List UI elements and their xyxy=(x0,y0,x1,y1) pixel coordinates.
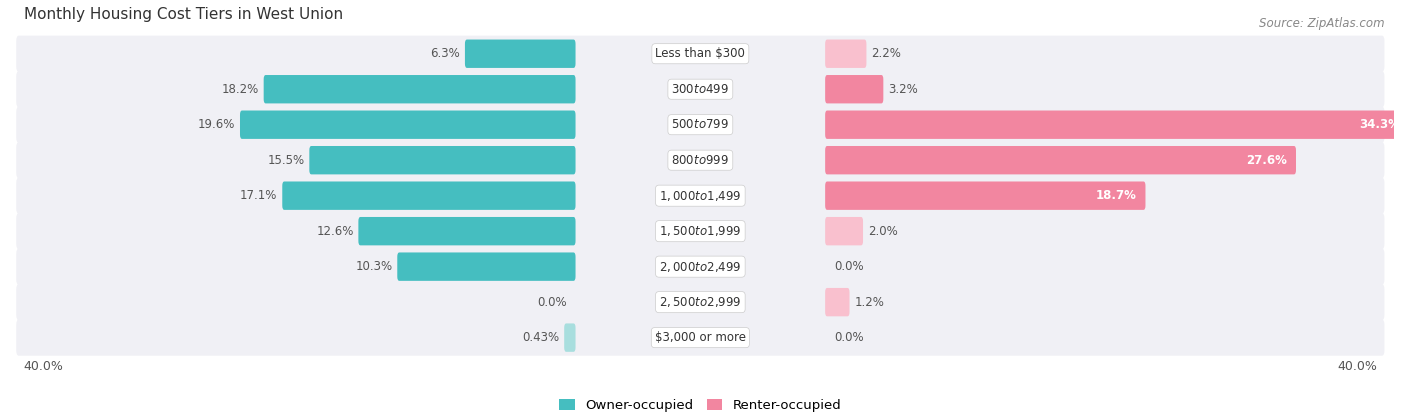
Text: 34.3%: 34.3% xyxy=(1360,118,1400,131)
Text: Monthly Housing Cost Tiers in West Union: Monthly Housing Cost Tiers in West Union xyxy=(24,7,343,22)
FancyBboxPatch shape xyxy=(17,320,1385,356)
FancyBboxPatch shape xyxy=(359,217,575,245)
Text: 6.3%: 6.3% xyxy=(430,47,460,60)
Text: 1.2%: 1.2% xyxy=(855,295,884,309)
FancyBboxPatch shape xyxy=(17,107,1385,143)
FancyBboxPatch shape xyxy=(17,142,1385,178)
FancyBboxPatch shape xyxy=(17,284,1385,320)
Text: 17.1%: 17.1% xyxy=(240,189,277,202)
FancyBboxPatch shape xyxy=(17,71,1385,107)
Legend: Owner-occupied, Renter-occupied: Owner-occupied, Renter-occupied xyxy=(560,398,842,412)
Text: 15.5%: 15.5% xyxy=(267,154,305,167)
Text: 27.6%: 27.6% xyxy=(1246,154,1288,167)
Text: 10.3%: 10.3% xyxy=(356,260,392,273)
Text: $800 to $999: $800 to $999 xyxy=(672,154,730,167)
FancyBboxPatch shape xyxy=(825,146,1296,174)
FancyBboxPatch shape xyxy=(240,110,575,139)
FancyBboxPatch shape xyxy=(17,249,1385,285)
Text: 0.0%: 0.0% xyxy=(834,331,863,344)
FancyBboxPatch shape xyxy=(825,217,863,245)
Text: 19.6%: 19.6% xyxy=(198,118,235,131)
Text: 3.2%: 3.2% xyxy=(889,83,918,96)
FancyBboxPatch shape xyxy=(564,323,575,352)
FancyBboxPatch shape xyxy=(17,213,1385,249)
FancyBboxPatch shape xyxy=(825,181,1146,210)
Text: Less than $300: Less than $300 xyxy=(655,47,745,60)
FancyBboxPatch shape xyxy=(825,110,1406,139)
Text: $2,500 to $2,999: $2,500 to $2,999 xyxy=(659,295,741,309)
Text: $3,000 or more: $3,000 or more xyxy=(655,331,745,344)
FancyBboxPatch shape xyxy=(17,36,1385,72)
FancyBboxPatch shape xyxy=(465,39,575,68)
Text: Source: ZipAtlas.com: Source: ZipAtlas.com xyxy=(1260,17,1385,29)
Text: 2.0%: 2.0% xyxy=(868,225,897,238)
Text: $1,500 to $1,999: $1,500 to $1,999 xyxy=(659,224,741,238)
FancyBboxPatch shape xyxy=(264,75,575,103)
Text: 2.2%: 2.2% xyxy=(872,47,901,60)
FancyBboxPatch shape xyxy=(309,146,575,174)
FancyBboxPatch shape xyxy=(283,181,575,210)
Text: 12.6%: 12.6% xyxy=(316,225,354,238)
FancyBboxPatch shape xyxy=(825,288,849,316)
FancyBboxPatch shape xyxy=(398,252,575,281)
Text: $2,000 to $2,499: $2,000 to $2,499 xyxy=(659,260,741,273)
FancyBboxPatch shape xyxy=(825,39,866,68)
FancyBboxPatch shape xyxy=(17,178,1385,214)
FancyBboxPatch shape xyxy=(825,75,883,103)
Text: 40.0%: 40.0% xyxy=(1337,360,1376,373)
Text: 0.43%: 0.43% xyxy=(523,331,560,344)
Text: 0.0%: 0.0% xyxy=(834,260,863,273)
Text: 0.0%: 0.0% xyxy=(537,295,567,309)
Text: 18.7%: 18.7% xyxy=(1095,189,1136,202)
Text: $1,000 to $1,499: $1,000 to $1,499 xyxy=(659,189,741,203)
Text: 40.0%: 40.0% xyxy=(24,360,63,373)
Text: $300 to $499: $300 to $499 xyxy=(672,83,730,96)
Text: $500 to $799: $500 to $799 xyxy=(672,118,730,131)
Text: 18.2%: 18.2% xyxy=(222,83,259,96)
